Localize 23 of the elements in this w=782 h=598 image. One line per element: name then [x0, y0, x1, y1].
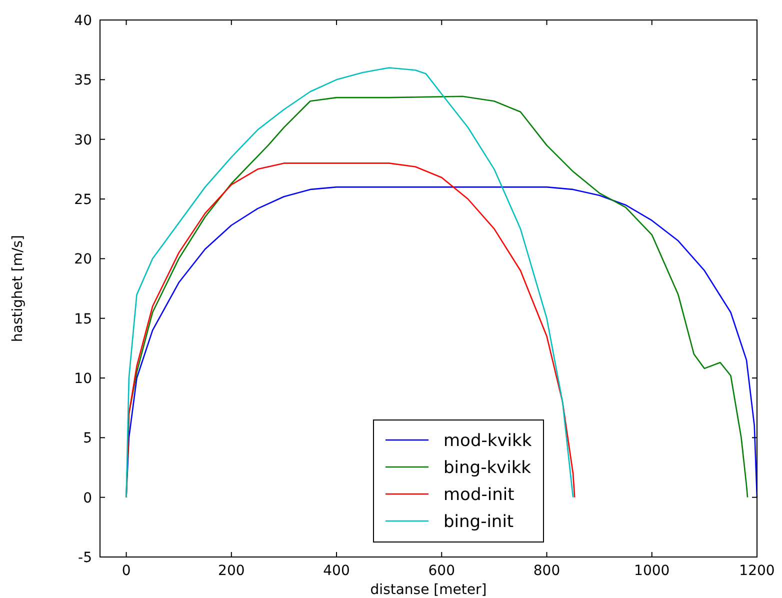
y-tick-label: 5 — [83, 430, 92, 447]
y-tick-label: 10 — [74, 371, 92, 387]
y-tick-label: 20 — [74, 252, 92, 268]
y-tick-label: 40 — [74, 13, 92, 29]
y-axis-title: hastighet [m/s] — [10, 234, 26, 342]
x-tick-label: 1200 — [739, 563, 775, 579]
legend-label: mod-kvikk — [444, 431, 532, 451]
x-tick-label: 800 — [533, 563, 560, 579]
y-tick-label: -5 — [78, 550, 92, 566]
y-tick-label: 35 — [74, 72, 92, 89]
y-tick-label: 15 — [74, 311, 92, 328]
x-tick-label: 200 — [218, 563, 245, 579]
y-tick-label: 0 — [83, 490, 92, 506]
x-axis-title: distanse [meter] — [370, 582, 487, 598]
x-tick-label: 0 — [122, 563, 131, 579]
y-tick-label: 30 — [74, 132, 92, 148]
x-tick-label: 1000 — [634, 563, 670, 579]
legend-label: bing-kvikk — [444, 458, 532, 478]
x-tick-label: 600 — [428, 563, 456, 579]
legend-label: mod-init — [444, 485, 515, 505]
legend-label: bing-init — [444, 512, 514, 532]
x-tick-label: 400 — [323, 563, 350, 579]
y-tick-label: 25 — [74, 192, 92, 208]
